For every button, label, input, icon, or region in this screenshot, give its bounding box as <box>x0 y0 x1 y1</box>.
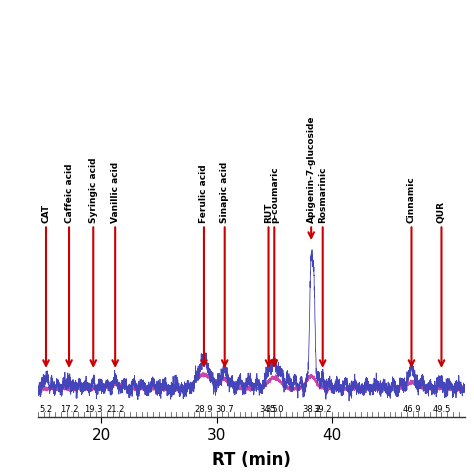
Text: 19.3: 19.3 <box>84 405 102 414</box>
Text: 21.2: 21.2 <box>106 405 124 414</box>
Text: Vanillic acid: Vanillic acid <box>110 162 119 223</box>
Text: Sinapic acid: Sinapic acid <box>220 162 229 223</box>
Text: Cinnamic: Cinnamic <box>407 176 416 223</box>
Text: 35.0: 35.0 <box>265 405 283 414</box>
Text: 46.9: 46.9 <box>402 405 421 414</box>
X-axis label: RT (min): RT (min) <box>212 451 291 469</box>
Text: Apigenin-7-glucoside: Apigenin-7-glucoside <box>307 115 316 223</box>
Text: 34.5: 34.5 <box>259 405 278 414</box>
Text: 30.7: 30.7 <box>215 405 234 414</box>
Text: QUR: QUR <box>437 201 446 223</box>
Text: 5.2: 5.2 <box>39 405 53 414</box>
Text: Caffeic acid: Caffeic acid <box>64 164 73 223</box>
Text: p-coumaric: p-coumaric <box>270 166 279 223</box>
Text: 49.5: 49.5 <box>432 405 451 414</box>
Text: Ferulic acid: Ferulic acid <box>200 164 209 223</box>
Text: RUT: RUT <box>264 202 273 223</box>
Text: Syringic acid: Syringic acid <box>89 157 98 223</box>
Text: Rosmarinic: Rosmarinic <box>318 166 327 223</box>
Text: 38.2: 38.2 <box>302 405 320 414</box>
Text: 28.9: 28.9 <box>195 405 213 414</box>
Text: 17.2: 17.2 <box>60 405 78 414</box>
Text: CAT: CAT <box>42 204 51 223</box>
Text: 39.2: 39.2 <box>313 405 332 414</box>
